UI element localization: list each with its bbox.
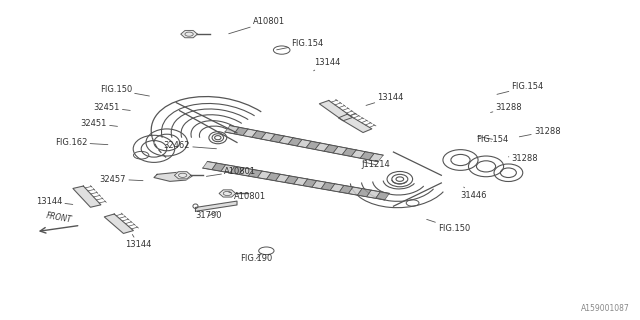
Polygon shape <box>234 127 248 136</box>
Text: FRONT: FRONT <box>45 211 72 224</box>
Polygon shape <box>339 185 353 194</box>
Text: FIG.154: FIG.154 <box>276 39 323 50</box>
Polygon shape <box>257 171 271 179</box>
Polygon shape <box>73 186 101 207</box>
Text: 32451: 32451 <box>81 119 118 128</box>
Text: A10801: A10801 <box>228 192 266 201</box>
Polygon shape <box>104 214 133 233</box>
Polygon shape <box>154 172 192 181</box>
Polygon shape <box>367 190 380 198</box>
Polygon shape <box>276 174 289 182</box>
Polygon shape <box>252 131 266 139</box>
Text: FIG.150: FIG.150 <box>427 220 470 233</box>
Polygon shape <box>195 201 237 211</box>
Text: 13144: 13144 <box>314 58 340 71</box>
Text: FIG.150: FIG.150 <box>100 85 149 96</box>
Polygon shape <box>321 182 335 190</box>
Polygon shape <box>239 168 253 176</box>
Polygon shape <box>348 187 362 195</box>
Text: A10801: A10801 <box>228 17 285 34</box>
Polygon shape <box>219 190 236 197</box>
Text: FIG.154: FIG.154 <box>497 82 544 94</box>
Polygon shape <box>330 184 344 192</box>
Polygon shape <box>342 148 356 156</box>
Polygon shape <box>243 129 257 137</box>
Text: A159001087: A159001087 <box>581 304 630 313</box>
Text: 13144: 13144 <box>366 93 404 105</box>
Polygon shape <box>261 132 275 141</box>
Polygon shape <box>357 188 371 197</box>
Polygon shape <box>303 179 317 187</box>
Polygon shape <box>369 153 383 162</box>
Polygon shape <box>339 114 372 132</box>
Polygon shape <box>333 147 347 155</box>
Polygon shape <box>351 150 365 158</box>
Text: FIG.190: FIG.190 <box>240 253 273 263</box>
Text: 32451: 32451 <box>93 103 130 112</box>
Polygon shape <box>266 172 280 181</box>
Text: 31288: 31288 <box>508 154 538 163</box>
Text: FIG.154: FIG.154 <box>476 135 509 144</box>
Polygon shape <box>212 163 225 171</box>
Polygon shape <box>225 125 239 134</box>
Polygon shape <box>319 100 353 121</box>
Polygon shape <box>312 180 326 189</box>
Text: 13144: 13144 <box>125 235 152 249</box>
Text: J11214: J11214 <box>362 160 390 169</box>
Text: 31446: 31446 <box>461 187 487 200</box>
Polygon shape <box>324 145 338 153</box>
Polygon shape <box>285 176 298 184</box>
Text: 13144: 13144 <box>36 197 73 206</box>
Text: 31288: 31288 <box>519 127 561 137</box>
Polygon shape <box>248 169 262 178</box>
Polygon shape <box>180 31 197 38</box>
Polygon shape <box>221 165 235 173</box>
Polygon shape <box>174 172 191 179</box>
Text: 32457: 32457 <box>100 175 143 184</box>
Text: FIG.162: FIG.162 <box>55 138 108 147</box>
Polygon shape <box>230 166 244 174</box>
Polygon shape <box>306 141 320 149</box>
Text: 31790: 31790 <box>195 211 222 220</box>
Polygon shape <box>294 177 307 186</box>
Polygon shape <box>203 162 216 170</box>
Polygon shape <box>315 143 329 151</box>
Text: 31288: 31288 <box>491 103 522 112</box>
Polygon shape <box>376 192 389 200</box>
Text: A10801: A10801 <box>207 167 257 176</box>
Polygon shape <box>297 140 311 148</box>
Polygon shape <box>270 134 284 142</box>
Text: 32462: 32462 <box>164 141 216 150</box>
Polygon shape <box>288 138 302 146</box>
Polygon shape <box>279 136 293 144</box>
Polygon shape <box>360 152 374 160</box>
